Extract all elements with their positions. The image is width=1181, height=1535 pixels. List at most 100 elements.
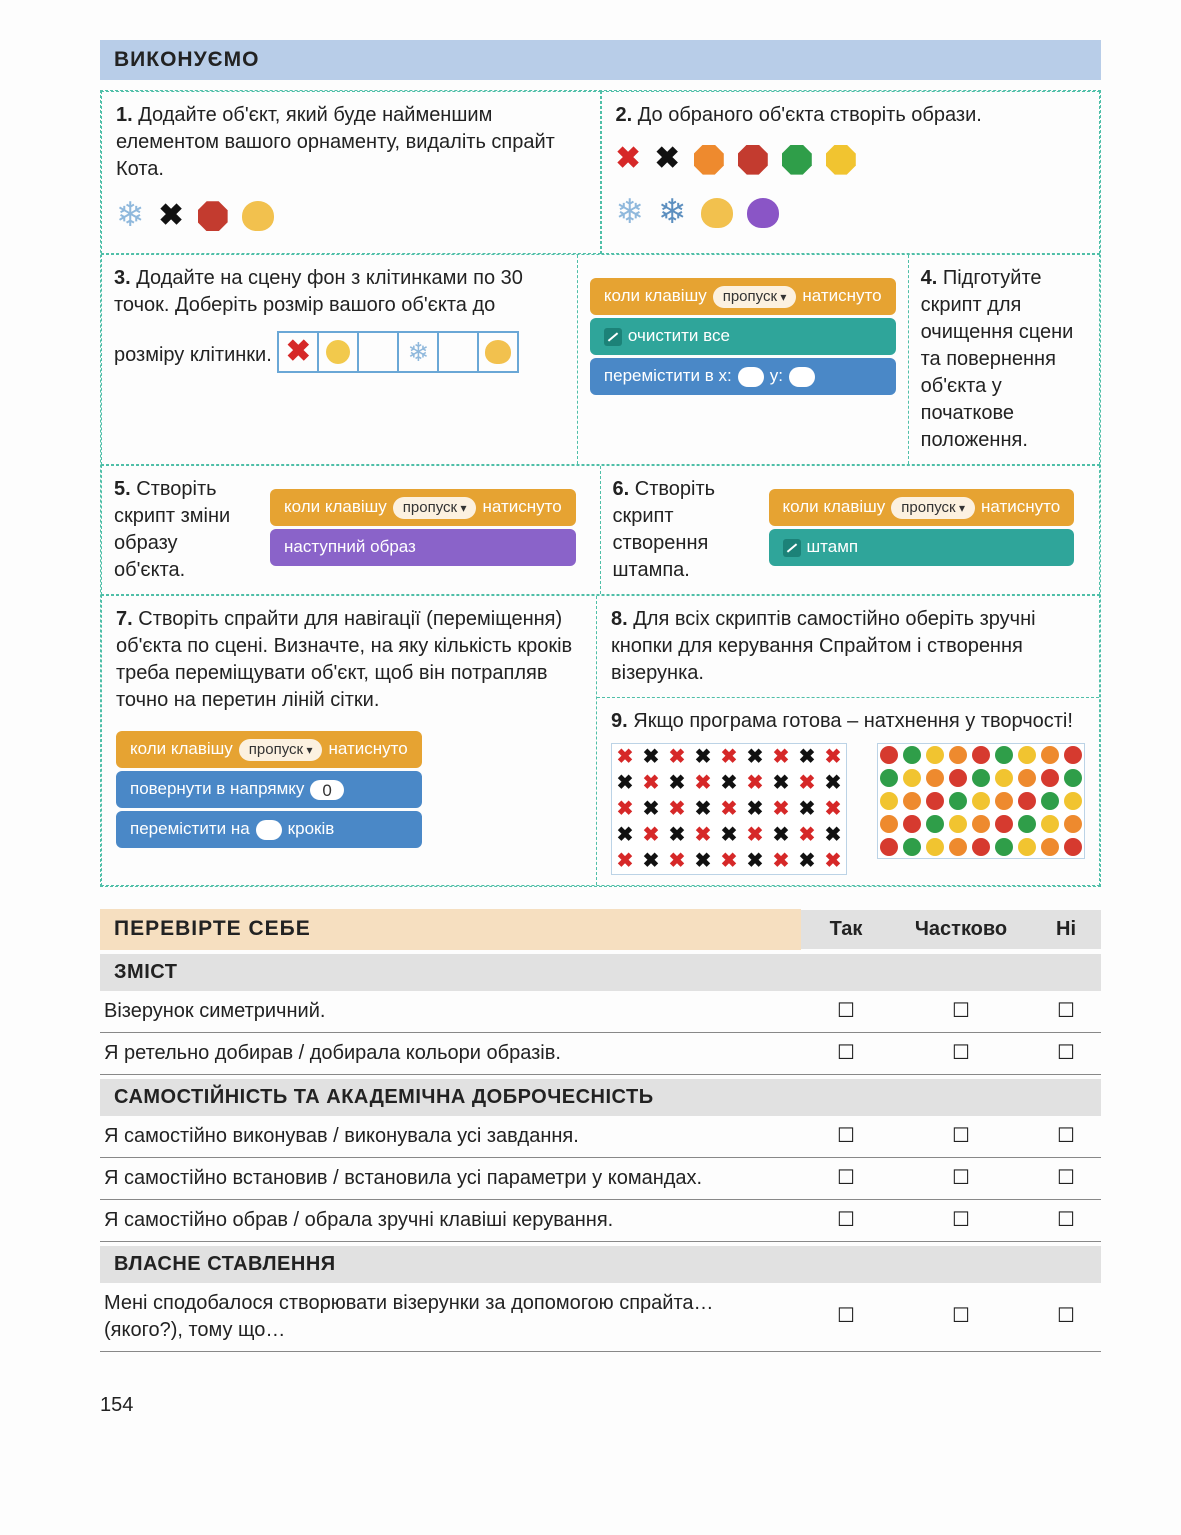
block-stack-clear: коли клавішу пропуск натиснуто очистити … [590,275,896,398]
octagon-red-icon [738,145,768,175]
pattern-dot [1064,838,1082,856]
pattern-dot-cell [947,744,969,766]
snowflake-icon: ❄ [616,190,645,236]
checkbox[interactable]: ☐ [801,1123,891,1150]
task-7-text: Створіть спрайти для навігації (переміще… [116,608,572,711]
snowflake-icon: ❄ [116,193,145,239]
block-label: натиснуто [802,285,881,308]
checkbox[interactable]: ☐ [891,1123,1031,1150]
block-move: перемістити на кроків [116,811,422,848]
pattern-dot-cell [924,790,946,812]
x-red-icon: ✖ [286,332,311,373]
pattern-dot [949,838,967,856]
block-label: повернути в напрямку [130,778,304,801]
task-8-text: Для всіх скриптів самостійно оберіть зру… [611,608,1036,684]
pattern-x-cell: ✖ [690,744,716,770]
checkbox[interactable]: ☐ [891,1040,1031,1067]
pattern-dot-cell [878,790,900,812]
y-input[interactable] [789,367,815,387]
checkbox[interactable]: ☐ [891,1165,1031,1192]
pattern-x-cell: ✖ [612,796,638,822]
pattern-dot-cell [1062,813,1084,835]
checkbox[interactable]: ☐ [1031,998,1101,1025]
checkbox[interactable]: ☐ [1031,1165,1101,1192]
pattern-x-cell: ✖ [768,822,794,848]
checkbox[interactable]: ☐ [891,1303,1031,1330]
pattern-dot [926,838,944,856]
checkbox[interactable]: ☐ [1031,1040,1101,1067]
check-row: Я ретельно добирав / добирала кольори об… [100,1033,1101,1075]
check-q: Я самостійно виконував / виконувала усі … [104,1123,801,1150]
block-stack-nav: коли клавішу пропуск натиснуто повернути… [116,728,422,851]
pattern-x-cell: ✖ [716,848,742,874]
checkbox[interactable]: ☐ [891,1207,1031,1234]
pen-icon [604,328,622,346]
pattern-x-cell: ✖ [612,744,638,770]
pattern-x-cell: ✖ [716,770,742,796]
pattern-dot [1064,815,1082,833]
block-label: перемістити в x: [604,365,732,388]
pattern-dot-cell [947,767,969,789]
task-2-icons-row2: ❄ ❄ [616,190,1086,236]
pattern-x-cell: ✖ [794,848,820,874]
pattern-dot-cell [970,836,992,858]
block-label: коли клавішу [604,285,707,308]
block-goto-xy: перемістити в x: y: [590,358,896,395]
checkbox[interactable]: ☐ [801,1040,891,1067]
pattern-x-cell: ✖ [768,744,794,770]
check-q: Я самостійно встановив / встановила усі … [104,1165,801,1192]
checkbox[interactable]: ☐ [891,998,1031,1025]
pattern-dot [903,838,921,856]
task-1: 1. Додайте об'єкт, який буде найменшим е… [101,91,601,254]
pattern-x-cell: ✖ [794,744,820,770]
pattern-dot-cell [993,790,1015,812]
checkbox[interactable]: ☐ [801,998,891,1025]
pattern-x-cell: ✖ [768,848,794,874]
check-header: ПЕРЕВІРТЕ СЕБЕ Так Частково Ні [100,909,1101,949]
steps-input[interactable] [256,820,282,840]
key-dropdown[interactable]: пропуск [239,739,323,761]
blob-purple-icon [747,198,779,228]
task-4-blocks: коли клавішу пропуск натиснуто очистити … [578,255,909,464]
pattern-dot [972,792,990,810]
pattern-x-cell: ✖ [820,822,846,848]
check-title: ПЕРЕВІРТЕ СЕБЕ [100,909,801,949]
key-dropdown[interactable]: пропуск [393,497,477,519]
pattern-dot [926,769,944,787]
octagon-green-icon [782,145,812,175]
pattern-dot-cell [1016,767,1038,789]
pattern-dot-cell [901,744,923,766]
block-label: коли клавішу [284,496,387,519]
blob-icon [485,340,511,364]
checkbox[interactable]: ☐ [1031,1123,1101,1150]
pattern-x-cell: ✖ [716,822,742,848]
checkbox[interactable]: ☐ [1031,1207,1101,1234]
checkbox[interactable]: ☐ [801,1207,891,1234]
pattern-x-cell: ✖ [690,848,716,874]
block-label: y: [770,365,783,388]
tasks-right-col: 8. Для всіх скриптів самостійно оберіть … [597,596,1099,885]
checkbox[interactable]: ☐ [1031,1303,1101,1330]
task-6-num: 6. [613,478,630,500]
pattern-x-cell: ✖ [664,822,690,848]
pattern-x-cell: ✖ [716,796,742,822]
pattern-dot-cell [901,790,923,812]
x-red-icon: ✖ [616,139,641,180]
task-3: 3. Додайте на сцену фон з клітинками по … [102,255,578,464]
key-dropdown[interactable]: пропуск [891,497,975,519]
task-5: 5. Створіть скрипт зміни образу об'єкта.… [102,466,601,594]
checkbox[interactable]: ☐ [801,1165,891,1192]
pattern-dot-cell [947,813,969,835]
pattern-dot-cell [878,744,900,766]
key-dropdown[interactable]: пропуск [713,286,797,308]
x-input[interactable] [738,367,764,387]
pattern-dot [1018,792,1036,810]
check-row: Я самостійно встановив / встановила усі … [100,1158,1101,1200]
dir-input[interactable]: 0 [310,780,343,800]
block-label: кроків [288,818,335,841]
pattern-dot-cell [878,836,900,858]
x-icon: ✖ [655,139,680,180]
octagon-yellow-icon [826,145,856,175]
checkbox[interactable]: ☐ [801,1303,891,1330]
task-9-text: Якщо програма готова – натхнення у творч… [633,710,1073,732]
